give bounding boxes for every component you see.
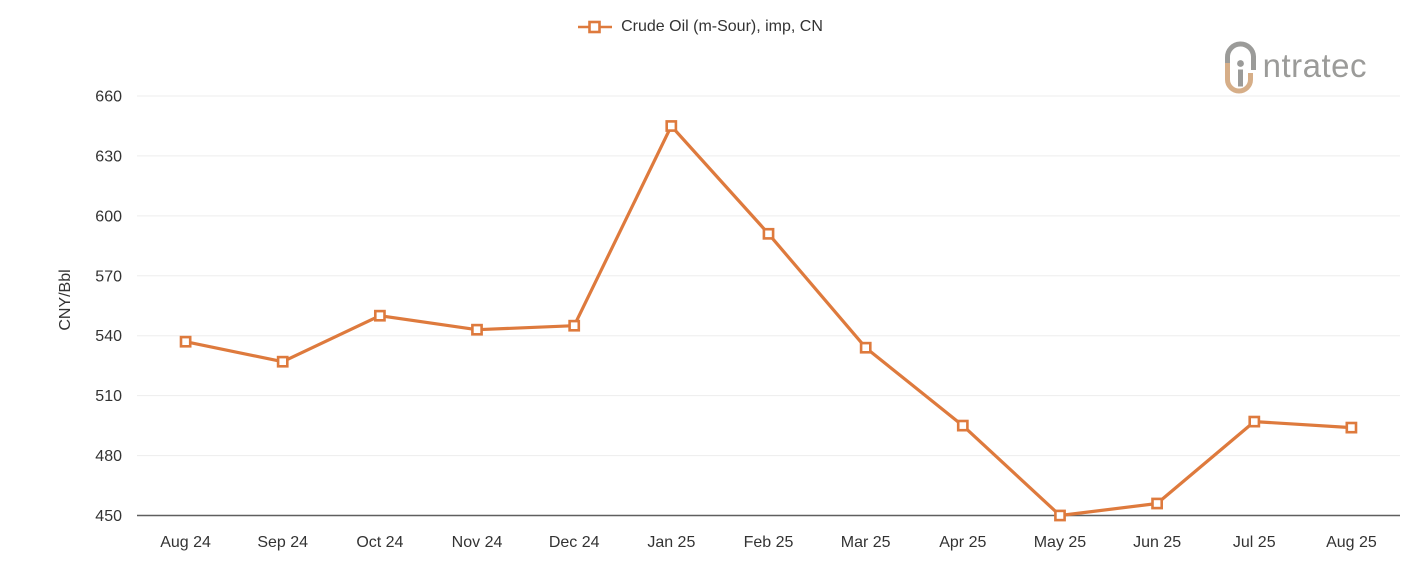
legend-marker-square xyxy=(588,20,601,34)
y-tick-label: 540 xyxy=(95,328,122,345)
y-tick-label: 660 xyxy=(95,89,122,106)
data-point-marker[interactable] xyxy=(373,309,386,322)
logo-text: ntratec xyxy=(1262,46,1367,84)
y-tick-label: 630 xyxy=(95,148,122,165)
data-point-marker[interactable] xyxy=(1151,497,1163,510)
x-tick-label: Aug 25 xyxy=(1326,534,1377,551)
logo-arc-tan xyxy=(1224,63,1253,94)
x-tick-label: Apr 25 xyxy=(939,534,986,551)
data-point-marker[interactable] xyxy=(1054,509,1066,522)
x-tick-label: Jul 25 xyxy=(1233,534,1276,551)
logo-i-dot xyxy=(1236,60,1244,67)
y-tick-label: 600 xyxy=(95,208,122,225)
data-point-marker[interactable] xyxy=(179,335,192,348)
x-tick-label: Sep 24 xyxy=(257,534,308,551)
x-tick-label: Oct 24 xyxy=(356,534,403,551)
data-point-marker[interactable] xyxy=(568,319,581,332)
x-tick-label: Jun 25 xyxy=(1133,534,1181,551)
intratec-logo-icon xyxy=(1224,41,1256,94)
legend: Crude Oil (m-Sour), imp, CN xyxy=(0,18,1401,36)
intratec-logo: ntratec xyxy=(1220,40,1367,94)
data-point-marker[interactable] xyxy=(471,323,483,336)
data-point-marker[interactable] xyxy=(1345,421,1358,434)
data-point-marker[interactable] xyxy=(276,355,289,368)
x-tick-label: Mar 25 xyxy=(841,534,891,551)
legend-label: Crude Oil (m-Sour), imp, CN xyxy=(621,18,823,35)
x-tick-label: Feb 25 xyxy=(744,534,794,551)
x-tick-label: Jan 25 xyxy=(647,534,695,551)
data-point-marker[interactable] xyxy=(859,341,872,354)
logo-arc-gray xyxy=(1224,41,1256,70)
data-point-marker[interactable] xyxy=(762,227,775,240)
data-point-marker[interactable] xyxy=(665,120,678,132)
y-tick-label: 450 xyxy=(95,508,122,525)
legend-item-crude-oil[interactable]: Crude Oil (m-Sour), imp, CN xyxy=(578,18,823,36)
x-tick-label: Dec 24 xyxy=(549,534,600,551)
y-tick-label: 510 xyxy=(95,388,122,405)
data-point-marker[interactable] xyxy=(956,419,969,432)
legend-marker-icon xyxy=(578,20,613,34)
x-tick-label: May 25 xyxy=(1034,534,1087,551)
y-tick-label: 570 xyxy=(95,268,122,285)
series-line xyxy=(185,124,1352,518)
y-tick-label: 480 xyxy=(95,448,122,465)
logo-i-stem xyxy=(1237,69,1243,87)
x-tick-label: Nov 24 xyxy=(452,534,503,551)
data-point-marker[interactable] xyxy=(1248,415,1261,428)
y-axis-title: CNY/Bbl xyxy=(57,269,74,331)
x-tick-label: Aug 24 xyxy=(160,534,211,551)
